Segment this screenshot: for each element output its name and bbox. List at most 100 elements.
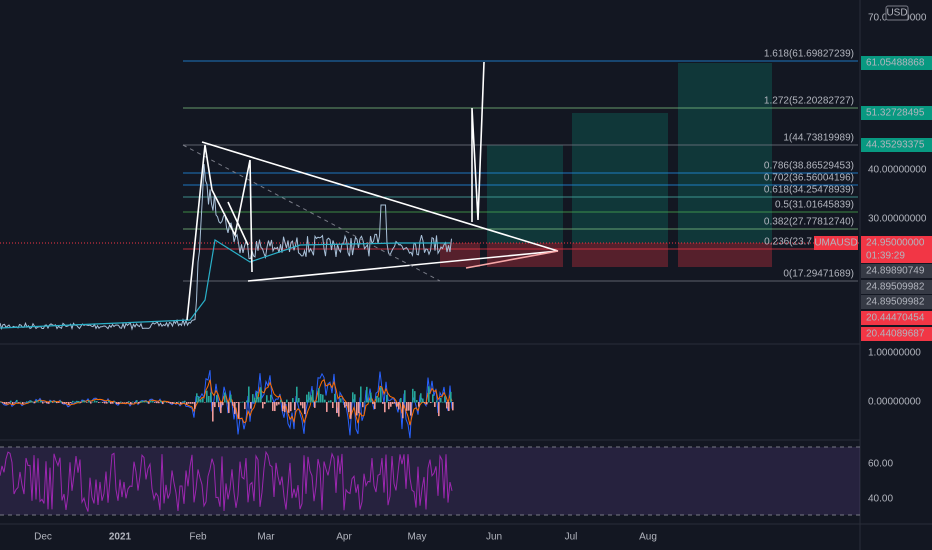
macd-axis-label: 0.00000000: [868, 397, 921, 408]
macd-histogram: [312, 390, 314, 403]
macd-histogram: [444, 396, 446, 403]
macd-histogram: [204, 402, 206, 403]
macd-histogram: [224, 392, 226, 403]
macd-histogram: [328, 400, 330, 403]
macd-histogram: [418, 402, 420, 407]
macd-histogram: [172, 402, 174, 404]
macd-histogram: [386, 394, 388, 403]
macd-histogram: [402, 402, 404, 419]
macd-histogram: [194, 402, 196, 409]
macd-histogram: [130, 402, 132, 405]
fib-label: 0.5(31.01645839): [775, 200, 854, 211]
macd-histogram: [440, 397, 442, 403]
macd-histogram: [86, 402, 88, 403]
macd-histogram: [334, 393, 336, 403]
macd-histogram: [294, 402, 296, 411]
macd-histogram: [52, 402, 54, 403]
macd-axis-label: 1.00000000: [868, 348, 921, 359]
macd-histogram: [366, 386, 368, 403]
macd-histogram: [66, 402, 68, 404]
price-badge: [861, 280, 932, 294]
macd-histogram: [202, 398, 204, 403]
macd-histogram: [188, 402, 190, 404]
macd-histogram: [252, 394, 254, 403]
macd-histogram: [274, 402, 276, 412]
macd-histogram: [94, 400, 96, 403]
macd-histogram: [178, 401, 180, 403]
macd-histogram: [12, 402, 14, 405]
macd-histogram: [170, 402, 172, 404]
macd-histogram: [198, 396, 200, 403]
macd-histogram: [446, 402, 448, 409]
macd-histogram: [406, 402, 408, 411]
time-axis-label: Feb: [189, 532, 207, 543]
macd-histogram: [42, 402, 44, 404]
macd-histogram: [304, 402, 306, 415]
fib-label: 0.786(38.86529453): [764, 161, 854, 172]
macd-histogram: [442, 401, 444, 403]
rsi-axis-label: 60.00: [868, 459, 893, 470]
macd-histogram: [318, 388, 320, 403]
price-badge-label: 44.35293375: [866, 140, 925, 151]
macd-histogram: [160, 400, 162, 403]
currency: USD: [886, 8, 907, 19]
pattern: [186, 144, 253, 321]
macd-histogram: [410, 402, 412, 416]
macd-histogram: [36, 400, 38, 403]
macd-histogram: [82, 400, 84, 403]
macd-histogram: [316, 400, 318, 403]
macd-histogram: [404, 390, 406, 403]
macd-histogram: [28, 401, 30, 403]
macd-histogram: [196, 393, 198, 403]
macd-histogram: [244, 402, 246, 410]
trend-line: [201, 141, 559, 252]
macd-histogram: [44, 402, 46, 403]
price-badge: [861, 138, 932, 152]
macd-histogram: [434, 402, 436, 407]
macd-histogram: [248, 386, 250, 403]
macd-histogram: [56, 402, 58, 404]
macd-histogram: [208, 395, 210, 403]
macd-histogram: [78, 400, 80, 403]
macd-histogram: [380, 387, 382, 403]
time-axis-label: Apr: [336, 532, 352, 543]
macd-histogram: [368, 400, 370, 403]
macd-histogram: [416, 400, 418, 403]
macd-histogram: [6, 402, 8, 404]
macd-histogram: [184, 400, 186, 403]
macd-histogram: [426, 402, 428, 405]
symbol-tag: [814, 236, 858, 250]
price-badge-label: 61.05488868: [866, 58, 925, 69]
macd-histogram: [22, 402, 24, 405]
profit-zone: [572, 113, 668, 243]
macd-histogram: [218, 402, 220, 408]
macd-histogram: [8, 402, 10, 403]
macd-histogram: [90, 402, 92, 404]
macd-histogram: [120, 401, 122, 403]
rsi-axis-label: 40.00: [868, 494, 893, 505]
macd-histogram: [146, 401, 148, 403]
macd-histogram: [226, 401, 228, 403]
macd-histogram: [306, 394, 308, 403]
price-axis-label: 30.00000000: [868, 214, 927, 225]
loss-zone: [572, 243, 668, 267]
macd-histogram: [266, 395, 268, 403]
macd-histogram: [76, 400, 78, 403]
price-badge: [861, 295, 932, 309]
macd-histogram: [388, 402, 390, 410]
macd-histogram: [64, 402, 66, 404]
macd-histogram: [16, 399, 18, 403]
macd-histogram: [216, 395, 218, 403]
macd-histogram: [292, 398, 294, 403]
macd-histogram: [400, 398, 402, 403]
macd-histogram: [238, 402, 240, 419]
time-axis-label: Jul: [565, 532, 578, 543]
macd-histogram: [200, 399, 202, 403]
macd-histogram: [126, 402, 128, 403]
macd-histogram: [412, 388, 414, 403]
macd-histogram: [180, 402, 182, 404]
macd-histogram: [344, 402, 346, 408]
time-axis-label: Mar: [257, 532, 275, 543]
macd-histogram: [302, 402, 304, 409]
macd-histogram: [72, 400, 74, 403]
